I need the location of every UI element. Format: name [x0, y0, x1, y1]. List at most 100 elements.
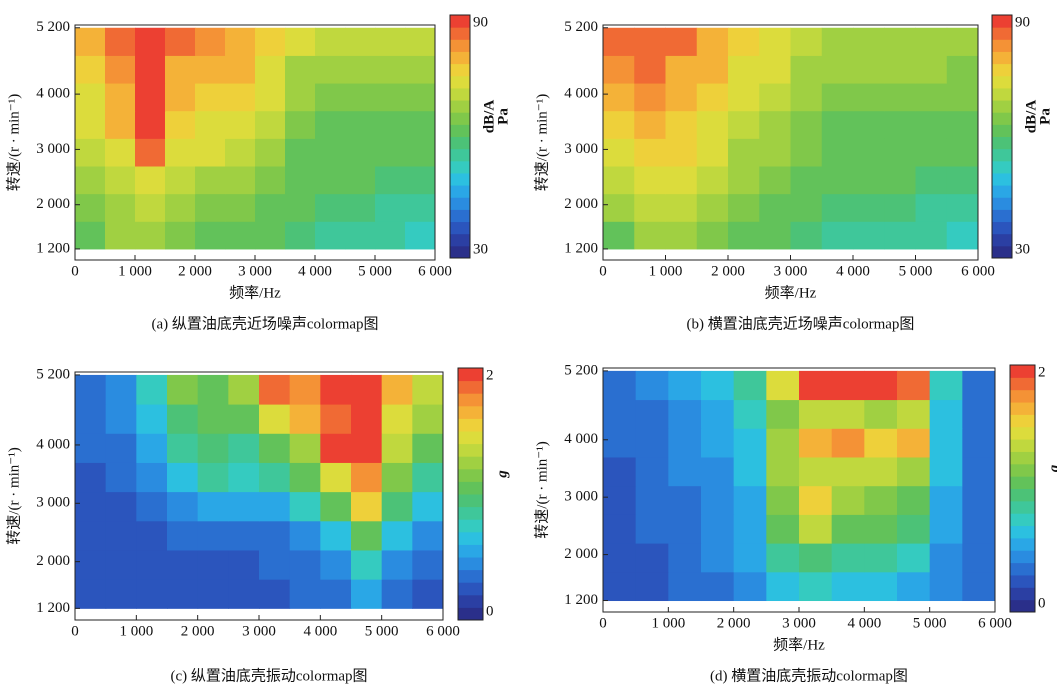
heat-cell [75, 83, 106, 112]
heat-cell [759, 193, 791, 222]
heat-cell [915, 83, 948, 112]
heat-cell [668, 543, 702, 573]
colorbar-step [450, 39, 470, 52]
heat-cell [105, 166, 136, 195]
x-tick-label: 3 000 [774, 263, 808, 279]
heat-cell [821, 110, 854, 139]
y-tick-label: 4 000 [564, 431, 598, 447]
heat-cell [915, 138, 948, 167]
heat-cell [405, 55, 436, 84]
heat-cell [285, 221, 316, 250]
heat-cell [634, 138, 666, 167]
heat-cell [701, 543, 735, 573]
colorbar-step [992, 15, 1012, 28]
heat-cell [228, 491, 260, 522]
x-tick-label: 3 000 [238, 263, 272, 279]
heat-cell [962, 543, 996, 573]
heat-cell [412, 433, 444, 463]
heat-cell [165, 110, 196, 139]
heat-cell [790, 166, 823, 195]
heat-cell [799, 571, 833, 602]
y-tick-label: 4 000 [36, 86, 70, 102]
heat-cell [75, 138, 106, 167]
colorbar-step [458, 544, 483, 558]
x-tick-label: 1 000 [119, 623, 153, 639]
colorbar-step [458, 557, 483, 571]
heat-cell [75, 55, 106, 84]
heat-cell [853, 83, 885, 112]
colorbar-step [992, 160, 1012, 174]
heat-cell [603, 543, 637, 573]
heat-cell [289, 549, 321, 580]
x-axis-label: 频率/Hz [765, 284, 817, 301]
heat-cell [351, 520, 383, 551]
heat-cell [345, 193, 376, 222]
heat-cell [766, 514, 800, 544]
x-tick-label: 0 [71, 263, 79, 279]
heat-cell [929, 370, 963, 401]
heat-cell [405, 110, 436, 139]
heat-cell [105, 433, 137, 463]
heat-cell [259, 520, 291, 551]
x-tick-label: 6 000 [418, 263, 452, 279]
heat-cell [696, 221, 729, 250]
heat-cell [381, 462, 413, 493]
caption: (d) 横置油底壳振动colormap图 [710, 667, 908, 684]
heat-cell [668, 399, 702, 429]
colorbar-step [450, 197, 470, 210]
heat-cell [733, 485, 767, 515]
heat-cell [195, 27, 226, 56]
heat-cell [351, 491, 383, 522]
heat-cell [603, 571, 637, 602]
colorbar-step [1010, 513, 1035, 527]
heat-cell [831, 370, 865, 401]
colorbar-step [992, 209, 1012, 223]
heat-cell [759, 221, 791, 250]
heat-cell [946, 138, 979, 167]
heat-cell [228, 374, 260, 405]
heat-cell [259, 579, 291, 609]
x-tick-label: 2 000 [178, 263, 212, 279]
heat-cell [790, 193, 823, 222]
heat-cell [405, 27, 436, 56]
heat-cell [603, 428, 637, 458]
heat-cell [946, 83, 979, 112]
heat-cell [197, 520, 229, 551]
heat-cell [351, 579, 383, 609]
heat-cell [799, 399, 833, 429]
heat-cell [320, 579, 352, 609]
heat-cell [962, 485, 996, 515]
colorbar-label: dB/A [1023, 100, 1039, 134]
heat-cell [831, 399, 865, 429]
y-axis-label: 转速/(r · min⁻¹) [533, 94, 550, 191]
heat-cell [635, 456, 669, 487]
heat-cell [831, 514, 865, 544]
heat-cell [603, 27, 635, 56]
heat-cell [165, 166, 196, 195]
heat-cell [915, 55, 948, 84]
heat-cell [135, 83, 166, 112]
colorbar-step [1010, 488, 1035, 502]
heat-cell [135, 138, 166, 167]
heat-cell [728, 138, 760, 167]
colorbar-step [458, 607, 483, 621]
heat-cell [897, 428, 931, 458]
y-tick-label: 1 200 [564, 240, 598, 256]
colorbar-step [450, 160, 470, 174]
heat-cell [228, 462, 260, 493]
heat-cell [821, 166, 854, 195]
heat-cell [75, 27, 106, 56]
heat-cell [634, 110, 666, 139]
colorbar-tick-label: 0 [486, 603, 494, 619]
heat-cell [790, 110, 823, 139]
heat-cell [105, 579, 137, 609]
heat-cell [766, 399, 800, 429]
heat-cell [733, 514, 767, 544]
heat-cell [884, 221, 916, 250]
y-tick-label: 3 000 [564, 489, 598, 505]
heat-cell [375, 138, 406, 167]
x-tick-label: 6 000 [978, 615, 1012, 631]
heat-cell [285, 83, 316, 112]
x-tick-label: 5 000 [358, 263, 392, 279]
